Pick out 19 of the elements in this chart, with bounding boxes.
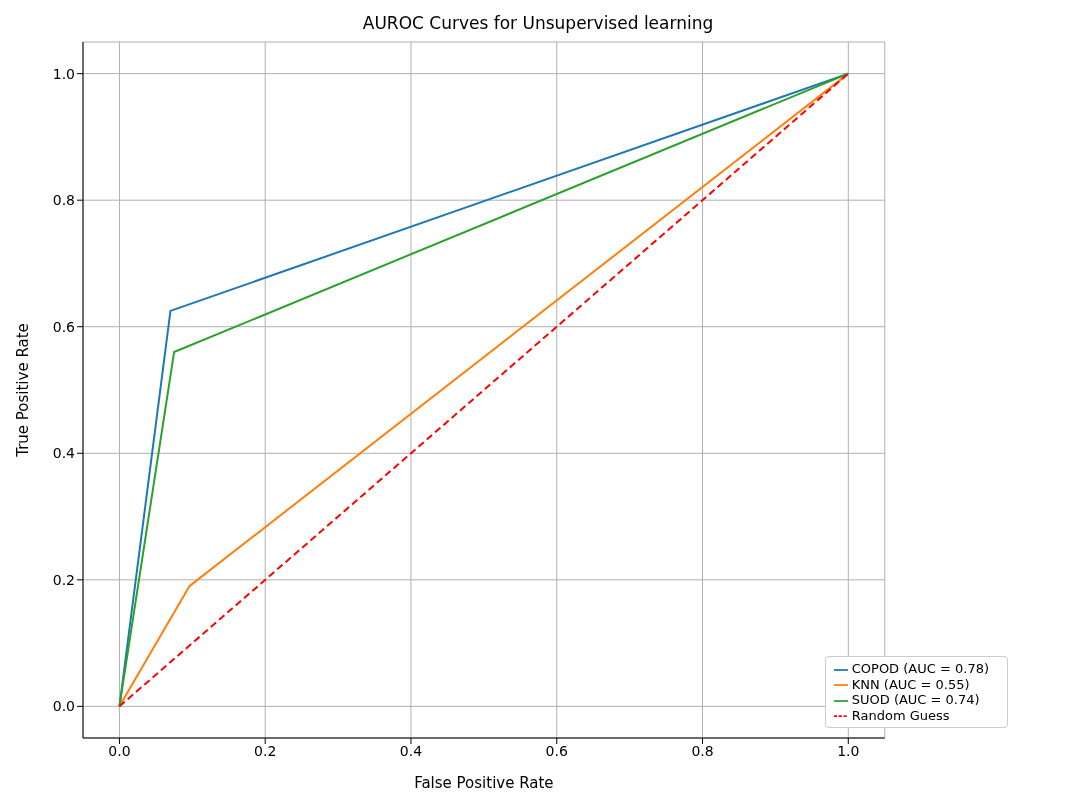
x-tick-label: 0.6	[545, 742, 568, 759]
y-tick-label: 0.8	[52, 192, 75, 209]
y-tick-label: 0.6	[52, 318, 76, 335]
chart-title: AUROC Curves for Unsupervised learning	[361, 12, 715, 35]
legend-label: Random Guess	[851, 707, 950, 723]
x-axis-title: False Positive Rate	[414, 774, 554, 792]
legend-label: COPOD (AUC = 0.78)	[851, 661, 989, 676]
y-tick-label: 1.0	[52, 65, 75, 82]
legend-label: KNN (AUC = 0.55)	[851, 676, 970, 692]
x-tick-label: 0.4	[399, 742, 423, 759]
x-tick-label: 1.0	[837, 742, 860, 759]
legend-label: SUOD (AUC = 0.74)	[851, 692, 980, 707]
y-axis-title: True Positive Rate	[14, 323, 33, 458]
x-tick-label: 0.2	[254, 742, 277, 759]
y-tick-label: 0.0	[52, 698, 75, 715]
x-tick-label: 0.8	[691, 742, 714, 759]
x-tick-label: 0.0	[108, 742, 131, 759]
y-tick-label: 0.4	[52, 445, 76, 462]
y-tick-label: 0.2	[52, 571, 75, 588]
